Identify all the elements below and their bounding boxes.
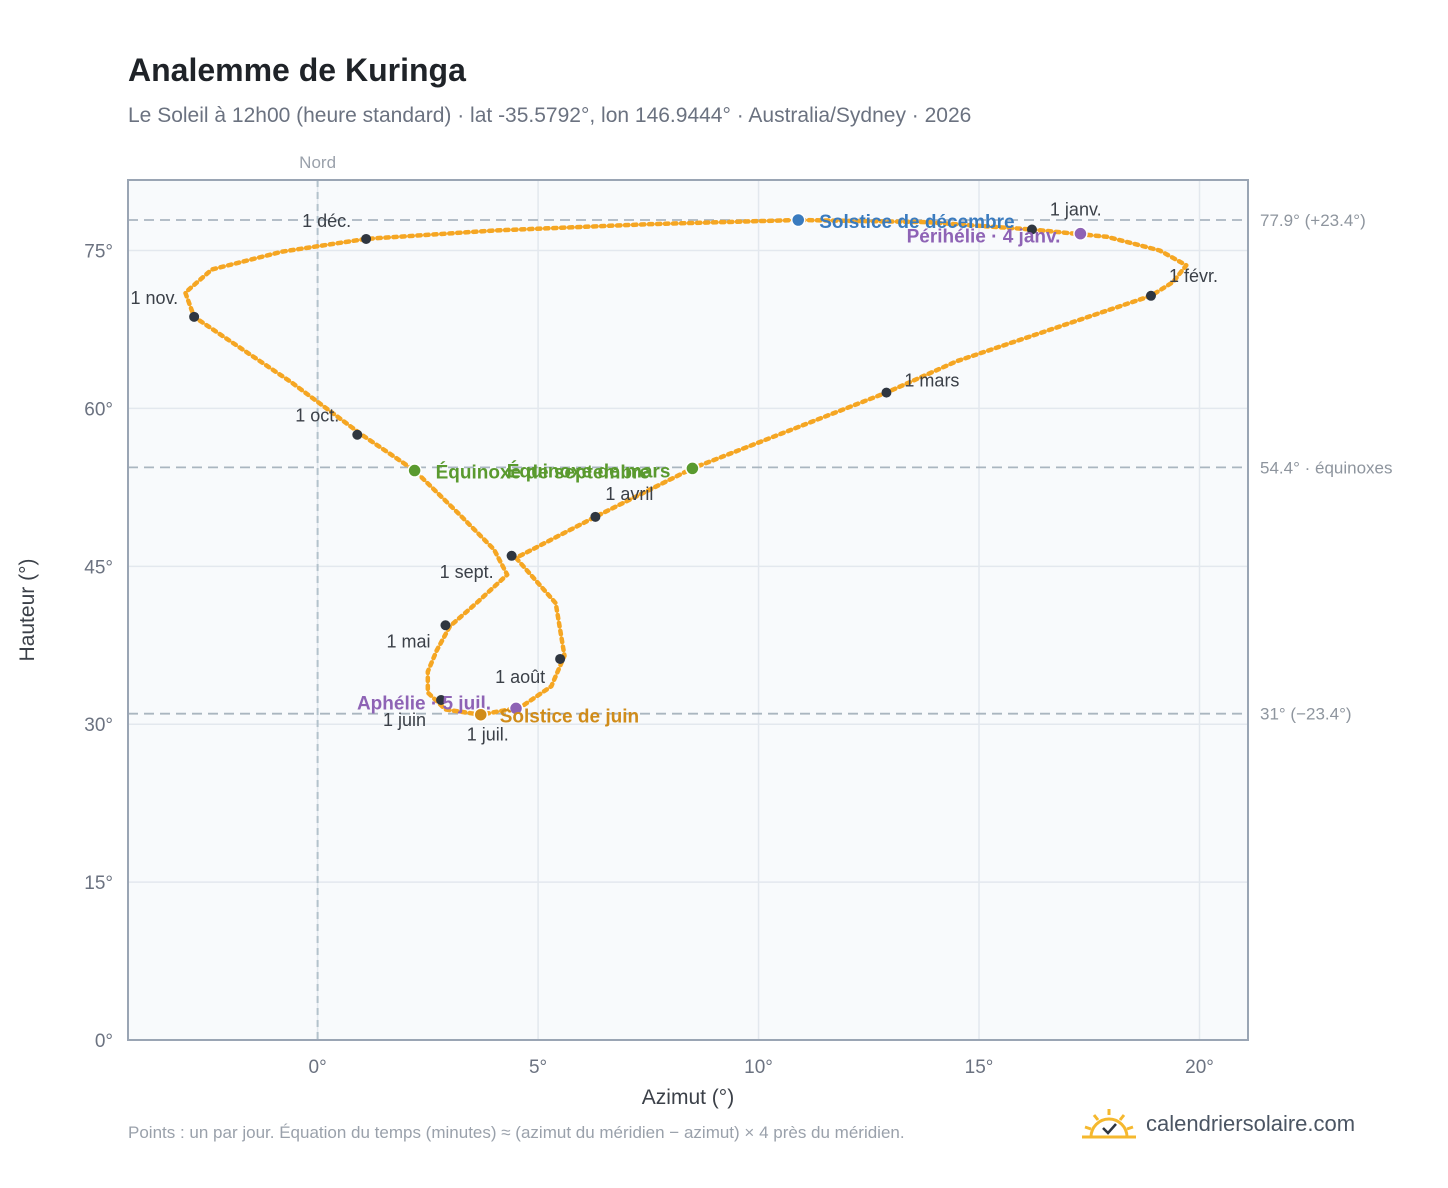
month-label: 1 nov.: [130, 288, 178, 308]
reference-line-label: 31° (−23.4°): [1260, 705, 1352, 724]
month-marker: [590, 511, 601, 522]
event-marker: [407, 463, 422, 478]
month-marker: [436, 695, 447, 705]
month-marker: [189, 311, 200, 322]
y-tick-label: 75°: [84, 242, 113, 263]
event-label: Équinoxe de mars: [507, 460, 671, 482]
reference-line-label: 77.9° (+23.4°): [1260, 211, 1366, 230]
meridian-label: Nord: [299, 153, 336, 172]
x-axis-title: Azimut (°): [642, 1086, 734, 1109]
x-tick-label: 5°: [529, 1057, 547, 1078]
month-marker: [881, 387, 892, 398]
brand-name: calendriersolaire.com: [1146, 1111, 1356, 1136]
sun-logo-icon: [1082, 1109, 1136, 1139]
month-marker: [506, 550, 517, 561]
y-tick-label: 30°: [84, 715, 113, 736]
month-label: 1 oct.: [295, 406, 339, 426]
month-marker: [440, 620, 451, 631]
x-tick-label: 0°: [309, 1057, 327, 1078]
month-label: 1 mai: [386, 631, 430, 651]
month-label: 1 août: [495, 667, 545, 687]
event-marker: [508, 701, 524, 716]
x-tick-label: 15°: [965, 1057, 994, 1078]
x-tick-label: 10°: [744, 1057, 773, 1078]
month-marker: [352, 429, 363, 440]
event-marker: [1073, 226, 1088, 241]
month-label: 1 juin: [383, 710, 426, 730]
page-subtitle: Le Soleil à 12h00 (heure standard) · lat…: [128, 104, 972, 127]
event-label: Périhélie · 4 janv.: [907, 227, 1061, 248]
y-tick-label: 15°: [84, 873, 113, 894]
month-label: 1 déc.: [302, 211, 351, 231]
reference-line-label: 54.4° · équinoxes: [1260, 458, 1393, 477]
event-label: Équinoxe de septembre: [436, 462, 650, 484]
month-label: 1 févr.: [1169, 266, 1218, 286]
y-tick-label: 0°: [95, 1031, 113, 1052]
y-axis-title: Hauteur (°): [16, 559, 39, 662]
event-marker: [473, 707, 489, 722]
month-label: 1 avril: [605, 484, 653, 504]
plot-area: [128, 180, 1248, 1040]
plot-frame: [127, 179, 1249, 1041]
month-label: 1 mars: [904, 371, 959, 391]
event-label: Solstice de juin: [500, 707, 639, 728]
brand[interactable]: calendriersolaire.com: [1082, 1102, 1355, 1146]
month-marker: [361, 233, 372, 244]
x-tick-label: 20°: [1185, 1057, 1214, 1078]
month-label: 1 janv.: [1050, 199, 1102, 219]
event-marker: [790, 212, 806, 228]
month-label: 1 sept.: [440, 562, 494, 582]
month-label: 1 juil.: [467, 725, 509, 745]
y-tick-label: 45°: [84, 557, 113, 578]
month-marker: [1026, 224, 1037, 235]
page-title: Analemme de Kuringa: [128, 52, 466, 88]
event-label: Aphélie · 5 juil.: [357, 693, 491, 714]
event-marker: [685, 461, 700, 476]
chart-footnote: Points : un par jour. Équation du temps …: [128, 1123, 905, 1142]
month-marker: [1145, 290, 1156, 301]
month-marker: [555, 653, 566, 664]
y-tick-label: 60°: [84, 399, 113, 420]
analemma-curve: [183, 217, 1189, 717]
event-label: Solstice de décembre: [819, 212, 1014, 233]
